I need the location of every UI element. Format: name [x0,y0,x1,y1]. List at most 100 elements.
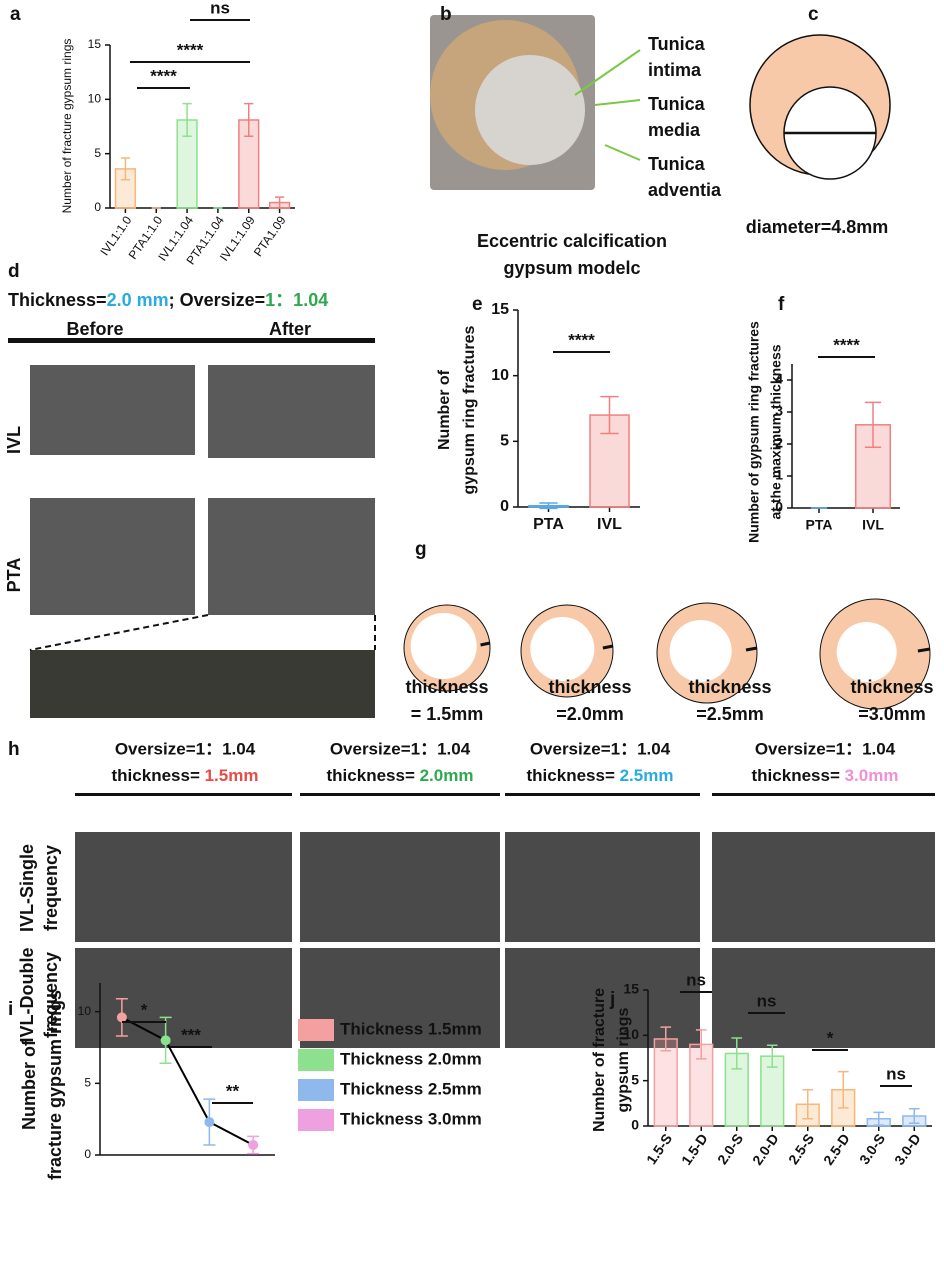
photo [208,365,375,458]
panel-letter: c [808,4,819,25]
error-bar [695,1029,707,1060]
panel-letter: a [10,4,21,25]
caption: Eccentric calcification [477,231,667,251]
column-label: After [269,319,311,339]
column-label: Before [66,319,123,339]
significance-label: * [141,1000,148,1019]
significance-label: ** [226,1081,240,1100]
thickness-label: thickness= 3.0mm [752,766,899,785]
y-axis-label: Number of gypsum ring fractures [746,321,762,543]
y-tick-label: 0 [94,200,101,214]
y-tick-label: 1 [775,467,783,483]
x-tick-label: PTA [806,517,833,533]
y-tick-label: 0 [631,1117,639,1133]
ring-inner [836,622,897,682]
y-tick-label: 10 [88,92,102,106]
thickness-label: =2.5mm [696,704,764,724]
caption: gypsum modelc [503,258,640,278]
x-tick-label: 2.0-D [749,1131,782,1168]
thickness-label: thickness= 2.0mm [327,766,474,785]
tissue-label: Tunica [648,34,706,54]
divider [75,793,292,796]
significance-label: ns [210,0,230,17]
y-axis-label: Number of fracture [591,988,608,1132]
header-part: ; Oversize= [169,290,266,310]
photo [30,498,195,615]
thickness-label: thickness [405,677,488,697]
legend-swatch [298,1109,334,1131]
error-bar [731,1037,743,1070]
photo [300,832,500,942]
y-tick-label: 15 [491,301,509,318]
photo [712,832,935,942]
x-tick-label: 1.5-S [643,1131,675,1168]
y-tick-label: 0 [500,498,509,515]
panel-letter: i [8,999,13,1020]
legend-label: Thickness 2.5mm [340,1079,482,1098]
y-tick-label: 2 [775,435,783,451]
row-label: IVL-Double [17,948,37,1043]
x-tick-label: PTA [533,516,564,533]
panel-letter: h [8,739,20,760]
thickness-line [917,647,931,653]
legend-swatch [298,1079,334,1101]
zoom-line [29,614,209,651]
thickness-line [480,641,491,647]
y-tick-label: 0 [775,499,783,515]
y-tick-label: 15 [88,37,102,51]
ring-inner [669,620,732,682]
panel-letter: g [415,539,427,560]
photo [30,650,375,718]
point [160,1035,171,1046]
error-bar [539,502,558,510]
error-bar [600,395,619,435]
row-label: IVL [4,426,24,454]
panel-letter: f [778,294,785,315]
divider [8,338,375,343]
thickness-label: thickness [548,677,631,697]
oversize-label: Oversize=1：1.04 [530,739,671,758]
x-tick-label: 3.0-D [891,1131,924,1168]
line [121,1016,254,1146]
pointer [574,49,641,96]
legend-swatch [298,1049,334,1071]
significance-label: *** [181,1025,201,1044]
thickness-line [745,646,758,652]
row-label: frequency [41,952,61,1038]
photo [505,832,700,942]
y-axis-label: fracture gypsum rings [45,990,65,1180]
row-label: frequency [41,845,61,931]
thickness-label: thickness [688,677,771,697]
thickness-label: thickness [850,677,933,697]
y-tick-label: 0 [84,1147,91,1161]
thickness-prefix: thickness= [112,766,205,785]
error-bar [766,1044,778,1068]
pointer [594,99,641,106]
tissue-label: Tunica [648,94,706,114]
y-tick-label: 5 [84,1076,91,1090]
y-tick-label: 15 [623,981,639,997]
y-tick-label: 10 [623,1026,639,1042]
oversize-label: Oversize=1：1.04 [330,739,471,758]
point [204,1117,215,1128]
x-tick-label: 3.0-S [856,1131,888,1168]
oversize-label: Oversize=1：1.04 [115,739,256,758]
significance-label: **** [833,335,860,354]
photo-lumen [475,55,585,165]
tissue-label: adventia [648,180,722,200]
photo [75,832,292,942]
y-tick-label: 10 [491,367,509,384]
header-part: 1：1.04 [265,290,328,310]
header: Thickness=2.0 mm; Oversize=1：1.04 [8,290,328,310]
error-bar [802,1088,814,1120]
significance-label: ns [686,970,706,989]
significance-label: **** [568,330,595,349]
significance-label: ns [757,991,777,1010]
tissue-label: media [648,120,701,140]
point [116,1012,127,1023]
y-axis-label: Number of fracture gypsum rings [60,39,74,214]
ring-inner [530,617,595,681]
thickness-value: 3.0mm [845,766,899,785]
x-tick-label: 2.0-S [714,1131,746,1168]
panel-letter: e [472,294,483,315]
